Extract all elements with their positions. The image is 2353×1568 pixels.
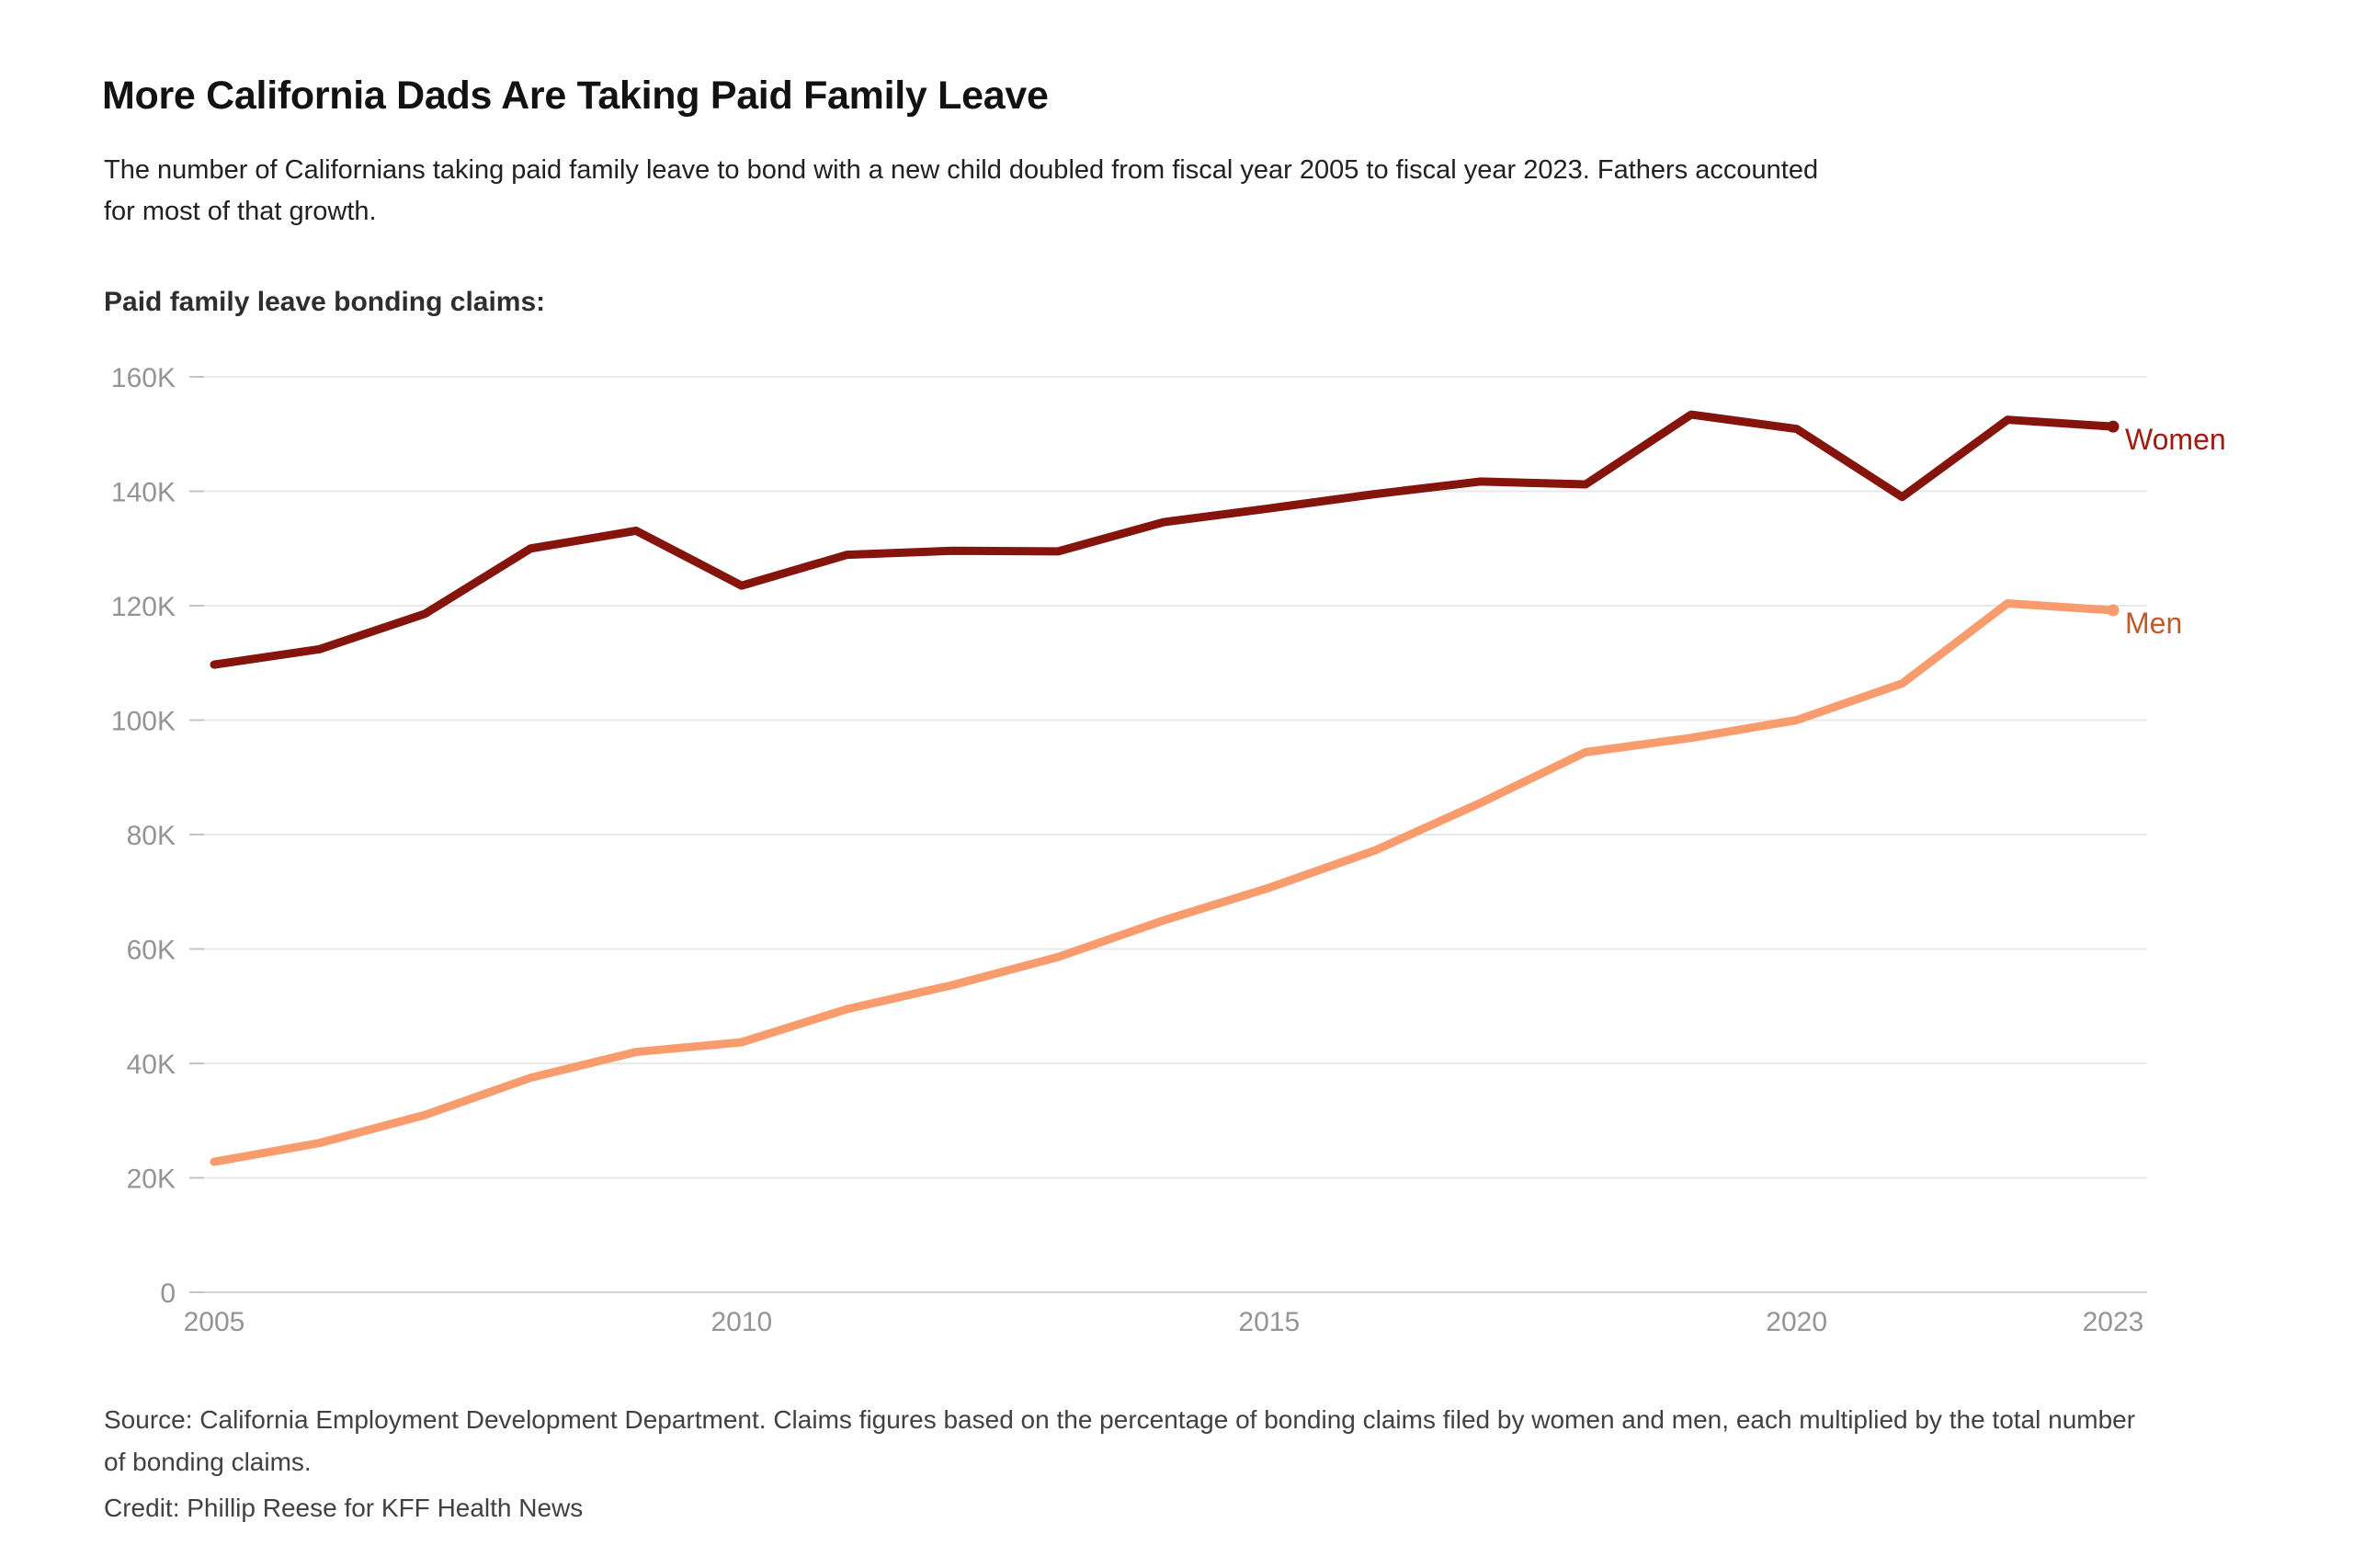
y-tick-label: 160K bbox=[111, 363, 176, 393]
subtitle-line: for most of that growth. bbox=[104, 197, 377, 226]
page-title: More California Dads Are Taking Paid Fam… bbox=[102, 74, 1049, 118]
chart-axis-heading: Paid family leave bonding claims: bbox=[104, 287, 546, 317]
y-tick-label: 80K bbox=[127, 821, 176, 851]
source-line: of bonding claims. bbox=[104, 1448, 312, 1476]
y-tick-label: 140K bbox=[111, 478, 176, 508]
credit-text: Credit: Phillip Reese for KFF Health New… bbox=[104, 1494, 584, 1522]
x-tick-label: 2005 bbox=[184, 1307, 245, 1337]
chart-subtitle: The number of Californians taking paid f… bbox=[104, 150, 2328, 233]
source-line: Source: California Employment Developmen… bbox=[104, 1405, 2136, 1434]
women-series-label: Women bbox=[2125, 423, 2226, 456]
women-line bbox=[210, 410, 2118, 669]
y-tick-label: 120K bbox=[111, 592, 176, 622]
source-note: Source: California Employment Developmen… bbox=[104, 1399, 2328, 1529]
x-tick-label: 2023 bbox=[2083, 1307, 2144, 1337]
men-line-end-dot bbox=[2107, 604, 2120, 617]
source-text: Source: California Employment Developmen… bbox=[104, 1399, 2328, 1483]
y-tick-label: 60K bbox=[127, 936, 176, 966]
y-tick-label: 0 bbox=[160, 1278, 176, 1309]
y-tick-label: 100K bbox=[111, 707, 176, 737]
x-tick-label: 2015 bbox=[1238, 1307, 1300, 1337]
men-line bbox=[210, 599, 2118, 1166]
subtitle-line: The number of Californians taking paid f… bbox=[104, 155, 1819, 185]
women-line-end-dot bbox=[2107, 420, 2120, 433]
y-tick-label: 40K bbox=[127, 1050, 176, 1080]
x-tick-label: 2020 bbox=[1766, 1307, 1827, 1337]
x-tick-label: 2010 bbox=[711, 1307, 773, 1337]
men-series-label: Men bbox=[2125, 607, 2182, 640]
y-tick-label: 20K bbox=[127, 1165, 176, 1195]
